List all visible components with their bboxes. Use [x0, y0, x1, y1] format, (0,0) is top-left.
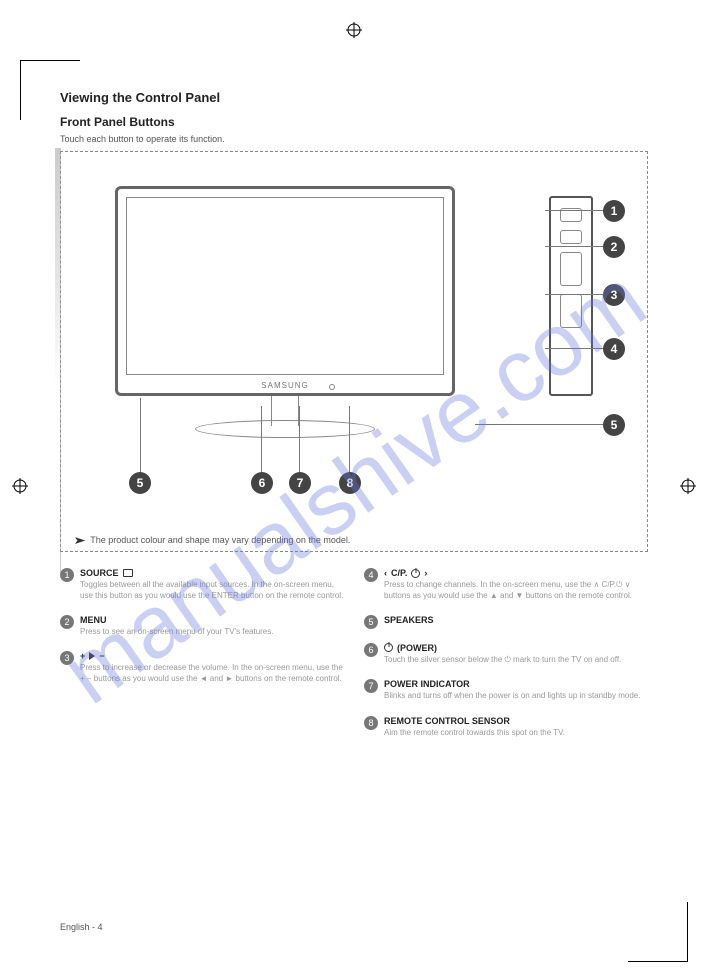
tv-diagram: SAMSUNG 1 — [75, 166, 633, 526]
desc-item-3: 3 + − Press to increase or decrease the … — [60, 651, 344, 684]
tv-stand-neck — [271, 396, 299, 426]
lead-line — [261, 406, 262, 476]
callout-badge-3: 3 — [603, 284, 625, 306]
tv-illustration: SAMSUNG — [115, 186, 455, 438]
desc-heading: + − — [80, 651, 344, 661]
page-number-label: English - 4 — [60, 922, 103, 932]
desc-text: Press to change channels. In the on-scre… — [384, 580, 648, 601]
desc-badge: 2 — [60, 615, 74, 629]
callout-badge-1: 1 — [603, 200, 625, 222]
desc-heading-label: SOURCE — [80, 568, 119, 578]
desc-text: Touch the silver sensor below the ⏻ mark… — [384, 655, 648, 665]
description-col-left: 1 SOURCE Toggles between all the availab… — [60, 568, 344, 752]
tv-brand-label: SAMSUNG — [261, 381, 308, 390]
page-content: Viewing the Control Panel Front Panel Bu… — [60, 90, 648, 932]
desc-text: Press to increase or decrease the volume… — [80, 663, 344, 684]
desc-item-7: 7 POWER INDICATOR Blinks and turns off w… — [364, 679, 648, 701]
tv-frame: SAMSUNG — [115, 186, 455, 396]
chevron-left-icon — [384, 568, 387, 578]
desc-heading-label: C/P. — [391, 568, 407, 578]
desc-badge: 3 — [60, 651, 74, 665]
callout-badge-6: 6 — [251, 472, 273, 494]
callout-badge-5l: 5 — [129, 472, 151, 494]
desc-badge: 4 — [364, 568, 378, 582]
desc-item-5: 5 SPEAKERS — [364, 615, 648, 629]
desc-badge: 5 — [364, 615, 378, 629]
desc-badge: 7 — [364, 679, 378, 693]
callout-badge-5r: 5 — [603, 414, 625, 436]
registration-mark-left — [12, 478, 28, 494]
callout-badge-4: 4 — [603, 338, 625, 360]
note-arrow-icon: ➤ — [73, 534, 86, 547]
desc-heading: (POWER) — [384, 643, 648, 653]
desc-heading: REMOTE CONTROL SENSOR — [384, 716, 648, 726]
desc-badge: 1 — [60, 568, 74, 582]
desc-heading: SPEAKERS — [384, 615, 648, 625]
power-icon — [384, 643, 393, 652]
callout-badge-8: 8 — [339, 472, 361, 494]
play-icon — [89, 652, 95, 660]
callout-badge-7: 7 — [289, 472, 311, 494]
note-text: The product colour and shape may vary de… — [90, 534, 350, 546]
tab-accent — [55, 148, 61, 578]
desc-item-8: 8 REMOTE CONTROL SENSOR Aim the remote c… — [364, 716, 648, 738]
lead-line — [349, 406, 350, 476]
chevron-right-icon — [424, 568, 427, 578]
desc-item-1: 1 SOURCE Toggles between all the availab… — [60, 568, 344, 601]
diagram-frame: SAMSUNG 1 — [60, 151, 648, 552]
panel-volume-button — [560, 252, 582, 286]
page-title: Viewing the Control Panel — [60, 90, 648, 105]
tv-led-icon — [329, 384, 335, 390]
intro-text: Touch each button to operate its functio… — [60, 133, 648, 145]
desc-text: Toggles between all the available input … — [80, 580, 344, 601]
section-subtitle: Front Panel Buttons — [60, 115, 648, 129]
desc-text: Aim the remote control towards this spot… — [384, 728, 648, 738]
tv-screen — [126, 197, 444, 375]
desc-badge: 6 — [364, 643, 378, 657]
desc-heading: POWER INDICATOR — [384, 679, 648, 689]
desc-item-6: 6 (POWER) Touch the silver sensor below … — [364, 643, 648, 665]
desc-item-2: 2 MENU Press to see an on-screen menu of… — [60, 615, 344, 637]
power-icon — [411, 569, 420, 578]
registration-mark-right — [680, 478, 696, 494]
tv-side-panel — [549, 196, 593, 396]
desc-heading-label: − — [99, 651, 104, 661]
desc-text: Press to see an on-screen menu of your T… — [80, 627, 344, 637]
description-col-right: 4 C/P. Press to change channels. In the … — [364, 568, 648, 752]
callout-badge-2: 2 — [603, 236, 625, 258]
lead-line — [299, 406, 300, 476]
desc-heading-label: + — [80, 651, 85, 661]
desc-heading: C/P. — [384, 568, 648, 578]
desc-heading: SOURCE — [80, 568, 344, 578]
description-columns: 1 SOURCE Toggles between all the availab… — [60, 568, 648, 752]
diagram-note: ➤ The product colour and shape may vary … — [75, 534, 633, 547]
registration-mark-top — [346, 22, 362, 38]
desc-badge: 8 — [364, 716, 378, 730]
lead-line — [140, 398, 141, 476]
desc-heading-label: (POWER) — [397, 643, 437, 653]
desc-item-4: 4 C/P. Press to change channels. In the … — [364, 568, 648, 601]
panel-menu-button — [560, 230, 582, 244]
desc-heading: MENU — [80, 615, 344, 625]
page-footer: English - 4 — [60, 922, 103, 932]
enter-icon — [123, 569, 133, 577]
desc-text: Blinks and turns off when the power is o… — [384, 691, 648, 701]
lead-line — [475, 424, 613, 425]
panel-channel-button — [560, 294, 582, 328]
